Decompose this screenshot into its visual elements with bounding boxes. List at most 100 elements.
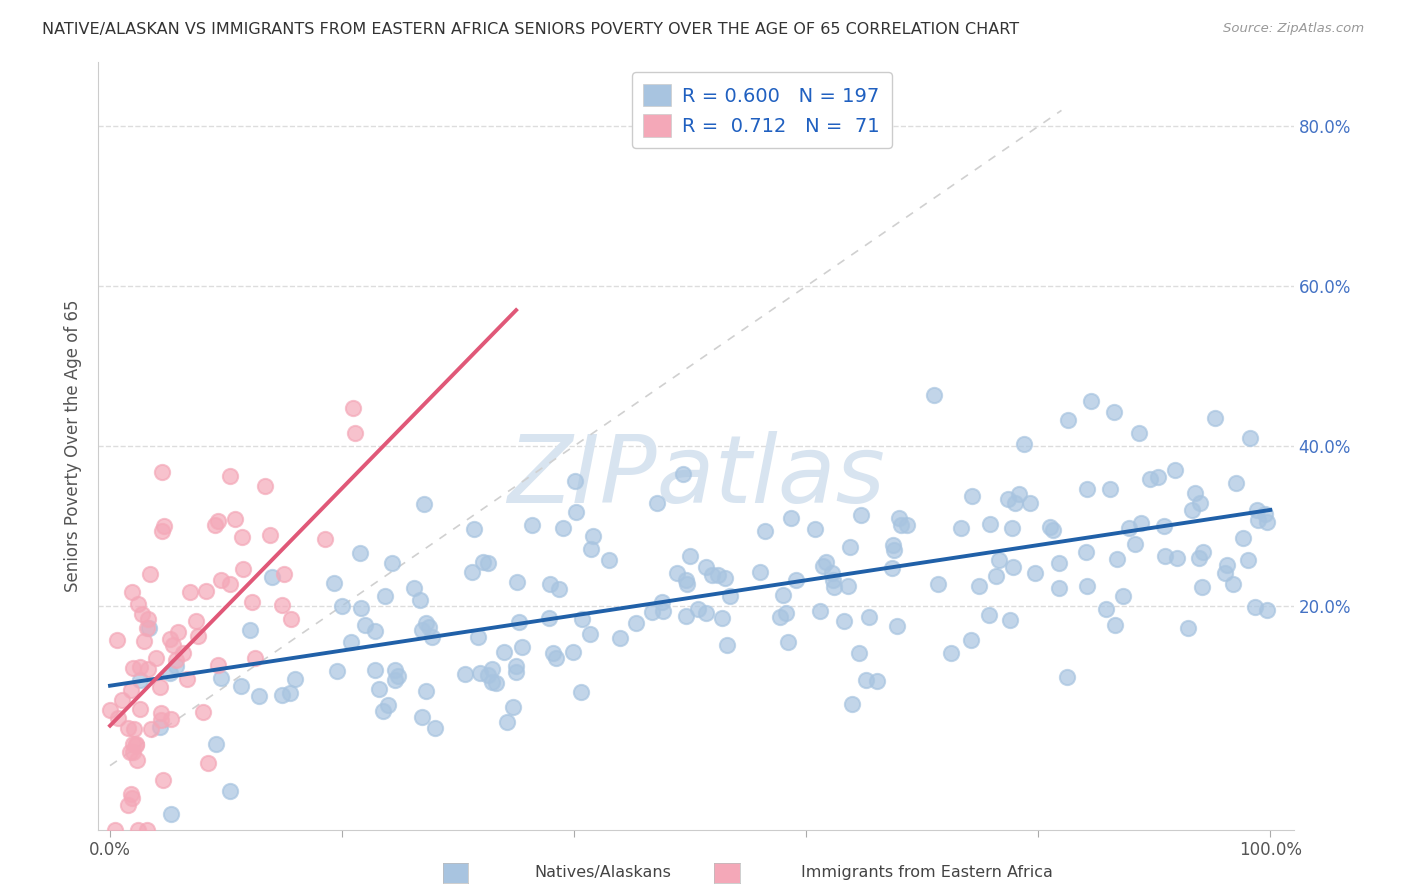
Point xyxy=(120,683,142,698)
Point xyxy=(510,640,533,654)
Point xyxy=(941,647,963,661)
Point xyxy=(187,629,209,643)
Point xyxy=(179,585,201,599)
Point xyxy=(1232,531,1254,545)
Point xyxy=(665,566,688,580)
Point xyxy=(541,646,564,660)
Point xyxy=(540,576,562,591)
Point xyxy=(330,599,353,614)
Point xyxy=(716,638,738,652)
Point xyxy=(651,595,673,609)
Point xyxy=(368,681,391,696)
Point xyxy=(107,711,129,725)
Point xyxy=(988,553,1011,567)
Point xyxy=(271,598,294,612)
Point xyxy=(149,720,172,734)
Point xyxy=(411,710,433,724)
Point xyxy=(117,721,139,735)
Point xyxy=(571,612,593,626)
Point xyxy=(695,559,717,574)
Point xyxy=(1008,487,1031,501)
Point xyxy=(150,706,173,720)
Point xyxy=(820,566,842,580)
Point xyxy=(889,510,911,524)
Point xyxy=(624,615,647,630)
Point xyxy=(121,585,143,599)
Point xyxy=(775,606,797,620)
Point xyxy=(679,549,702,563)
Point xyxy=(641,605,664,619)
Point xyxy=(865,673,887,688)
Point xyxy=(1181,502,1204,516)
Point xyxy=(858,610,880,624)
Point xyxy=(1049,581,1071,595)
Point xyxy=(1222,577,1244,591)
Point xyxy=(467,630,489,644)
Point xyxy=(1191,580,1213,594)
Point xyxy=(129,660,152,674)
Point xyxy=(520,518,543,533)
Point xyxy=(1204,411,1226,425)
Point xyxy=(136,822,159,837)
Text: Natives/Alaskans: Natives/Alaskans xyxy=(534,865,671,880)
Point xyxy=(413,497,436,511)
Point xyxy=(184,615,207,629)
Point xyxy=(384,673,406,688)
Point xyxy=(675,576,697,591)
Point xyxy=(883,543,905,558)
Point xyxy=(129,673,152,688)
Point xyxy=(1076,545,1098,559)
Point xyxy=(564,475,586,489)
Point xyxy=(364,663,387,677)
Point xyxy=(548,582,571,596)
Point xyxy=(136,621,159,635)
Point xyxy=(1189,496,1212,510)
Point xyxy=(381,556,404,570)
Point xyxy=(1019,495,1042,509)
Point xyxy=(204,737,226,751)
Point xyxy=(1039,520,1062,534)
Point xyxy=(120,788,142,802)
Point xyxy=(848,646,870,660)
Point xyxy=(675,608,697,623)
Point xyxy=(207,658,229,673)
Point xyxy=(675,574,697,588)
Point xyxy=(364,624,387,638)
Point xyxy=(159,666,181,681)
Point xyxy=(1254,507,1277,521)
Point xyxy=(127,753,149,767)
Legend: R = 0.600   N = 197, R =  0.712   N =  71: R = 0.600 N = 197, R = 0.712 N = 71 xyxy=(631,72,891,148)
Point xyxy=(838,540,860,554)
Y-axis label: Seniors Poverty Over the Age of 65: Seniors Poverty Over the Age of 65 xyxy=(65,300,83,592)
Point xyxy=(772,588,794,602)
Point xyxy=(1146,470,1168,484)
Point xyxy=(1001,521,1024,535)
Point xyxy=(1056,413,1078,427)
Point xyxy=(1213,566,1236,580)
Point xyxy=(984,568,1007,582)
Point xyxy=(1256,603,1278,617)
Point xyxy=(1128,425,1150,440)
Point xyxy=(420,630,443,644)
Point xyxy=(138,612,160,626)
Point xyxy=(280,612,302,626)
Point xyxy=(121,790,143,805)
Point xyxy=(494,645,516,659)
Point xyxy=(224,512,246,526)
Point xyxy=(150,524,173,538)
Point xyxy=(111,693,134,707)
Point xyxy=(477,668,499,682)
Point xyxy=(579,542,602,557)
Point xyxy=(159,806,181,821)
Point xyxy=(1094,602,1116,616)
Point xyxy=(240,595,263,609)
Point xyxy=(141,722,163,736)
Point xyxy=(314,532,336,546)
Point xyxy=(959,633,981,648)
Point xyxy=(686,602,709,616)
Point xyxy=(153,518,176,533)
Point xyxy=(1080,394,1102,409)
Point xyxy=(149,713,172,727)
Point xyxy=(979,517,1001,532)
Point xyxy=(284,673,307,687)
